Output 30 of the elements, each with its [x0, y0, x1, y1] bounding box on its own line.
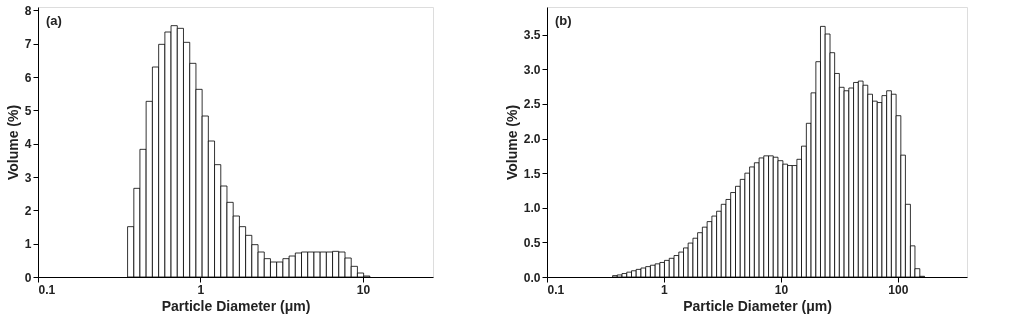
- x-axis-title: Particle Diameter (μm): [161, 297, 311, 314]
- x-axis-title: Particle Diameter (μm): [683, 297, 832, 314]
- x-tick-label: 100: [888, 282, 909, 297]
- y-tick-label: 0: [24, 270, 32, 285]
- y-tick-label: 3.0: [523, 62, 541, 77]
- y-tick-label: 0.0: [523, 270, 541, 285]
- y-tick-label: 4: [24, 137, 32, 152]
- y-tick-label: 2: [24, 203, 32, 218]
- annotation: (a): [46, 13, 62, 28]
- x-tick-label: 0.1: [38, 282, 56, 297]
- y-tick-label: 3: [24, 170, 32, 185]
- y-tick-label: 2.5: [523, 97, 541, 112]
- y-tick-label: 1: [24, 237, 32, 252]
- annotation: (b): [555, 13, 572, 28]
- x-tick-label: 10: [774, 282, 789, 297]
- x-tick-label: 10: [356, 282, 371, 297]
- y-tick-label: 2.0: [523, 132, 541, 147]
- x-tick-label: 1: [661, 282, 669, 297]
- y-tick-label: 6: [24, 70, 32, 85]
- x-tick-label: 0.1: [547, 282, 565, 297]
- y-axis-title: Volume (%): [503, 104, 520, 181]
- y-tick-label: 0.5: [523, 235, 541, 250]
- y-tick-label: 5: [24, 103, 32, 118]
- y-tick-label: 3.5: [523, 28, 541, 43]
- y-tick-label: 8: [24, 3, 32, 18]
- x-tick-label: 1: [197, 282, 205, 297]
- y-tick-label: 1.0: [523, 201, 541, 216]
- y-tick-label: 1.5: [523, 166, 541, 181]
- y-axis-title: Volume (%): [4, 104, 21, 181]
- y-tick-label: 7: [24, 37, 32, 52]
